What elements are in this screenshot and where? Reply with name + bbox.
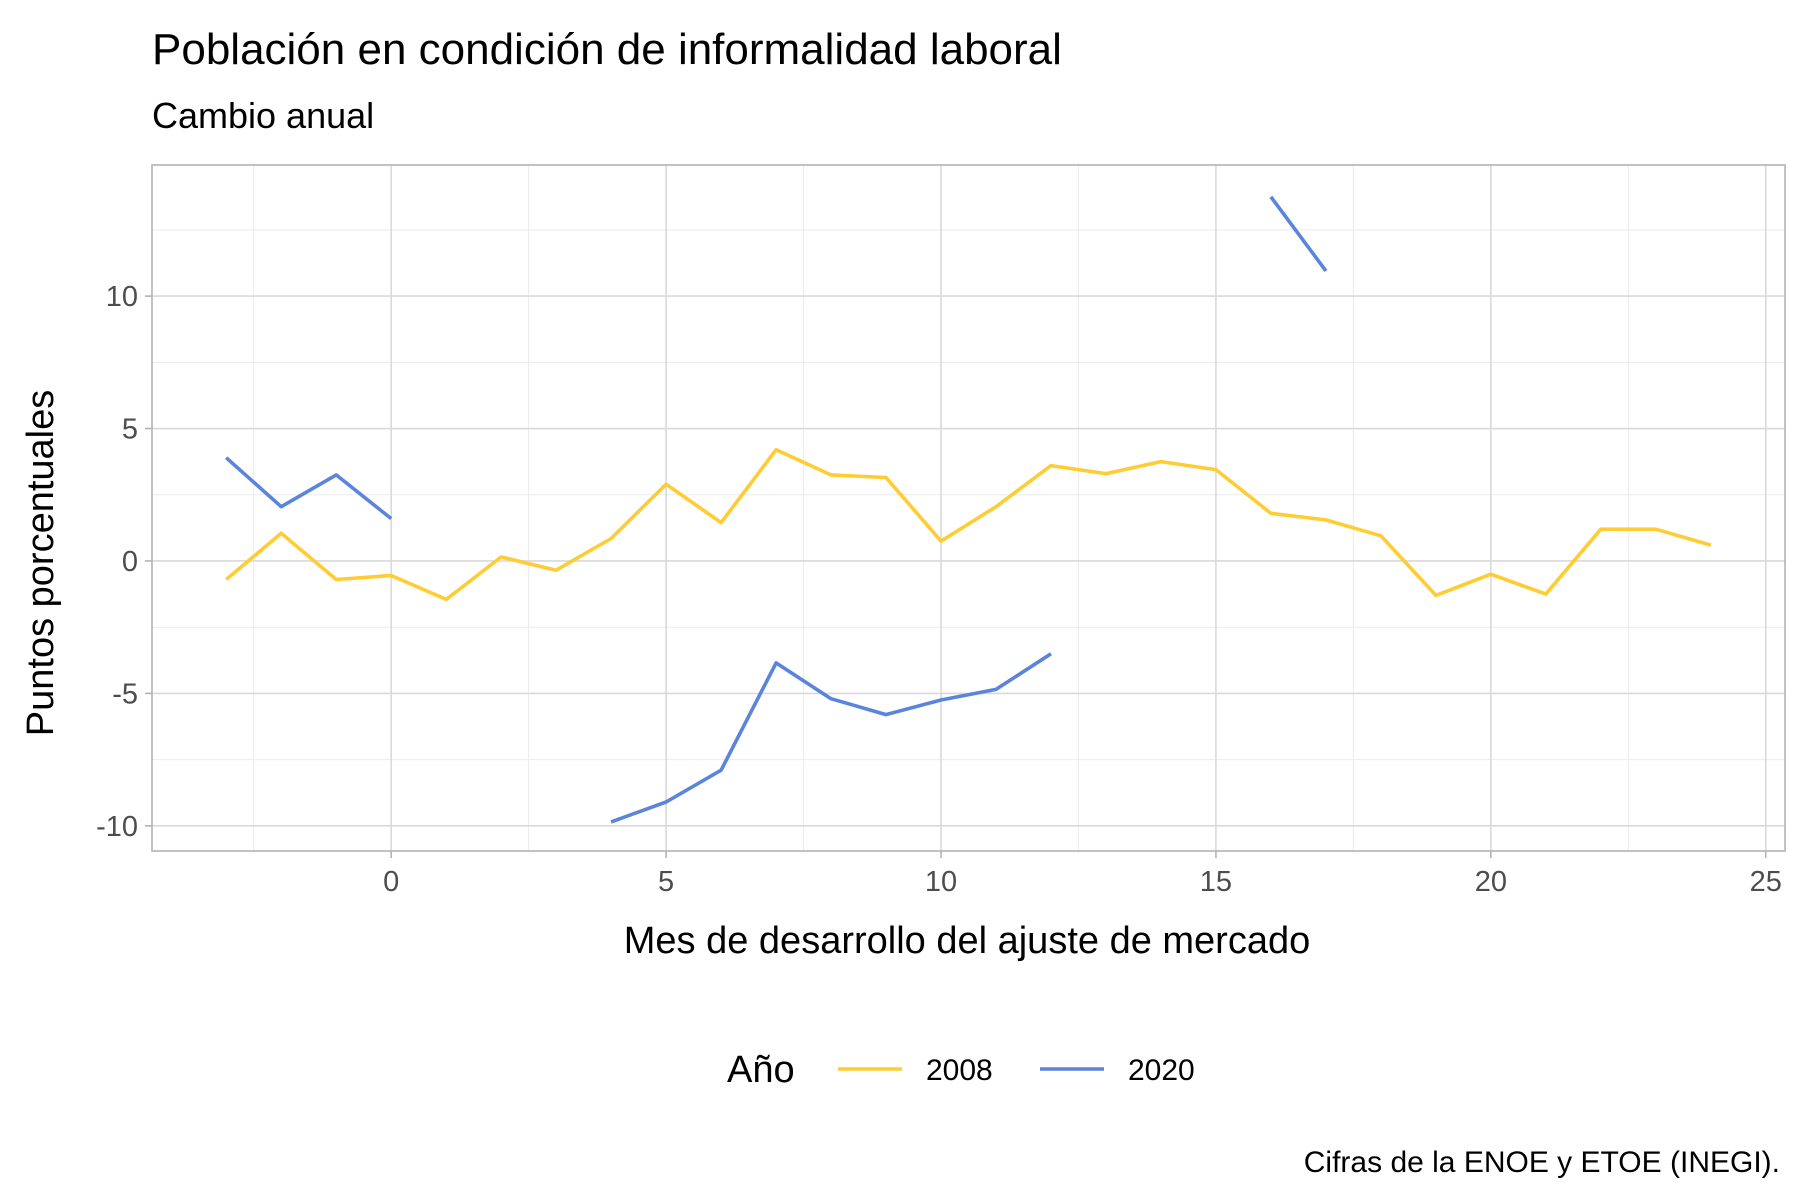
major-gridlines bbox=[152, 165, 1785, 851]
x-axis-ticks: 0 5 10 15 20 25 bbox=[383, 851, 1782, 898]
series-line-2020 bbox=[225, 456, 393, 521]
series-line-2008 bbox=[225, 447, 1712, 602]
x-tick-label: 25 bbox=[1750, 866, 1782, 898]
x-tick-label: 5 bbox=[658, 866, 674, 898]
y-tick-label: 10 bbox=[106, 281, 138, 313]
y-tick-label: 5 bbox=[122, 414, 138, 446]
x-tick-label: 20 bbox=[1475, 866, 1507, 898]
x-axis-label: Mes de desarrollo del ajuste de mercado bbox=[624, 920, 1311, 962]
x-tick-label: 10 bbox=[925, 866, 957, 898]
series-line-2020 bbox=[1269, 195, 1328, 272]
legend: Año 2008 2020 bbox=[727, 1049, 1195, 1091]
y-tick-label: -10 bbox=[96, 811, 138, 843]
legend-title: Año bbox=[727, 1049, 795, 1091]
y-tick-label: -5 bbox=[112, 678, 138, 710]
x-tick-label: 15 bbox=[1200, 866, 1232, 898]
x-tick-label: 0 bbox=[383, 866, 399, 898]
y-axis-label: Puntos porcentuales bbox=[20, 390, 62, 736]
plot-panel-border bbox=[151, 164, 1786, 852]
legend-label-2020: 2020 bbox=[1128, 1054, 1195, 1087]
series-line-2020 bbox=[610, 652, 1052, 824]
chart-subtitle: Cambio anual bbox=[152, 95, 374, 136]
y-tick-label: 0 bbox=[122, 546, 138, 578]
series-layer bbox=[225, 195, 1712, 824]
chart-title: Población en condición de informalidad l… bbox=[152, 25, 1062, 74]
legend-label-2008: 2008 bbox=[926, 1054, 993, 1087]
minor-gridlines bbox=[152, 165, 1785, 851]
chart-caption: Cifras de la ENOE y ETOE (INEGI). bbox=[1304, 1146, 1780, 1179]
y-axis-ticks: -10 -5 0 5 10 bbox=[96, 281, 152, 843]
